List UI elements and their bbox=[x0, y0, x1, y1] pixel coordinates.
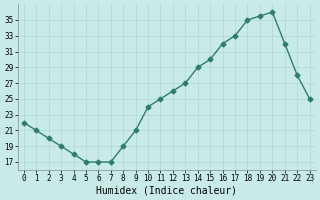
X-axis label: Humidex (Indice chaleur): Humidex (Indice chaleur) bbox=[96, 186, 237, 196]
